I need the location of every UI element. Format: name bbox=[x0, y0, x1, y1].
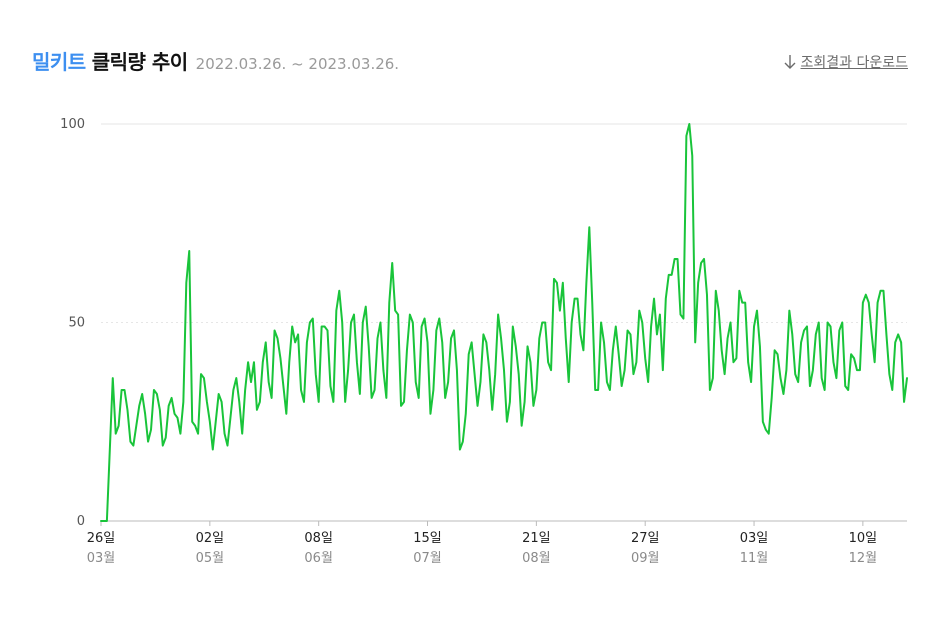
chart-header: 밀키트 클릭량 추이 2022.03.26. ~ 2023.03.26. 조회결과 … bbox=[32, 40, 908, 80]
x-tick-month-label: 12월 bbox=[849, 551, 878, 566]
x-tick-month-label: 03월 bbox=[87, 551, 116, 566]
x-tick-month-label: 05월 bbox=[196, 551, 225, 566]
download-results-link[interactable]: 조회결과 다운로드 bbox=[783, 52, 909, 72]
download-arrow-icon bbox=[783, 54, 797, 70]
x-tick-day-label: 26일 bbox=[87, 531, 116, 546]
x-tick-month-label: 11월 bbox=[740, 551, 769, 566]
y-tick-label: 100 bbox=[60, 117, 85, 132]
x-tick-month-label: 06월 bbox=[304, 551, 333, 566]
y-tick-label: 0 bbox=[77, 514, 85, 529]
x-tick-day-label: 21일 bbox=[522, 531, 551, 546]
y-tick-label: 50 bbox=[68, 316, 85, 331]
click-trend-line bbox=[100, 123, 908, 522]
download-results-label: 조회결과 다운로드 bbox=[800, 55, 909, 71]
chart-title: 밀키트 클릭량 추이 2022.03.26. ~ 2023.03.26. bbox=[32, 46, 399, 75]
x-tick-day-label: 27일 bbox=[631, 531, 660, 546]
x-tick-month-label: 09월 bbox=[631, 551, 660, 566]
x-tick-month-label: 08월 bbox=[522, 551, 551, 566]
x-tick-day-label: 03일 bbox=[740, 531, 769, 546]
x-tick-day-label: 08일 bbox=[304, 531, 333, 546]
date-range-label: 2022.03.26. ~ 2023.03.26. bbox=[195, 55, 400, 73]
x-tick-month-label: 07월 bbox=[413, 551, 442, 566]
x-tick-day-label: 15일 bbox=[413, 531, 442, 546]
title-label: 클릭량 추이 bbox=[91, 50, 188, 74]
x-tick-day-label: 10일 bbox=[849, 531, 878, 546]
x-tick-day-label: 02일 bbox=[196, 531, 225, 546]
keyword-label: 밀키트 bbox=[32, 50, 86, 74]
